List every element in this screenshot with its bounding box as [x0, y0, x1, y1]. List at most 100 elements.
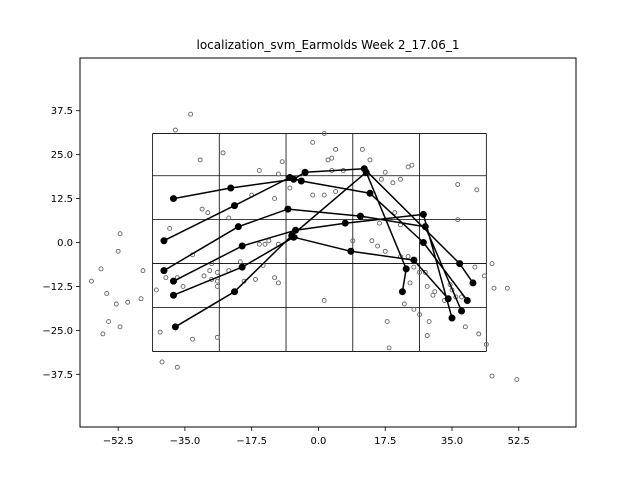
scatter-point [369, 238, 375, 244]
y-tick-label: 12.5 [51, 194, 73, 205]
scatter-point [163, 275, 169, 281]
scatter-point [377, 220, 382, 226]
scatter-point [483, 341, 489, 347]
scatter-point [491, 285, 497, 291]
scatter-point [272, 196, 278, 202]
series-marker [238, 242, 246, 250]
scatter-point [375, 243, 381, 249]
scatter-point [287, 185, 293, 191]
scatter-point [279, 159, 285, 165]
scatter-point [88, 278, 94, 284]
scatter-point [321, 192, 327, 198]
scatter-point [405, 164, 411, 170]
scatter-point [140, 268, 146, 274]
scatter-point [462, 324, 468, 330]
scatter-point [190, 336, 196, 342]
scatter-point [262, 241, 268, 247]
series-marker [169, 195, 177, 203]
series-marker [456, 260, 464, 268]
series-marker [419, 239, 427, 246]
scatter-point [106, 319, 112, 325]
series-marker [231, 288, 239, 296]
scatter-point [514, 377, 520, 383]
scatter-point [138, 296, 144, 302]
scatter-point [214, 283, 220, 289]
scatter-point [398, 176, 403, 182]
y-tick-label: 0.0 [57, 238, 73, 249]
scatter-point [310, 192, 316, 198]
scatter-point [417, 269, 423, 275]
series-marker [402, 265, 410, 273]
series-line [173, 213, 453, 319]
series-marker [356, 212, 364, 220]
series-line [175, 171, 407, 328]
series-marker [419, 210, 427, 218]
scatter-point [329, 155, 335, 161]
x-tick-label: −52.5 [103, 436, 134, 447]
scatter-point [272, 275, 278, 281]
scatter-point [117, 324, 123, 330]
series-marker [398, 288, 406, 296]
x-tick-label: 17.5 [374, 436, 396, 447]
scatter-point [237, 259, 243, 265]
scatter-point [409, 162, 415, 168]
y-tick-label: 37.5 [51, 106, 73, 117]
y-tick-label: −25.0 [42, 326, 73, 337]
scatter-point [489, 261, 495, 267]
series-marker [448, 314, 456, 322]
series-marker [292, 226, 300, 234]
series-marker [234, 223, 242, 231]
scatter-point [333, 146, 339, 152]
scatter-point [367, 157, 373, 163]
scatter-point [188, 111, 194, 117]
scatter-point [382, 248, 388, 254]
series-marker [297, 177, 305, 185]
series-marker [231, 202, 239, 210]
scatter-point [392, 210, 398, 216]
scatter-point [197, 157, 203, 163]
scatter-point [205, 210, 211, 216]
scatter-points [88, 111, 520, 383]
scatter-point [333, 189, 339, 194]
y-tick-label: −12.5 [42, 282, 73, 293]
scatter-point [411, 306, 417, 312]
scatter-point [98, 266, 104, 272]
y-tick-label: −37.5 [42, 370, 73, 381]
scatter-point [117, 231, 123, 237]
series-marker [169, 291, 177, 299]
scatter-point [359, 146, 365, 152]
series-line [173, 236, 449, 300]
scatter-point [325, 157, 331, 163]
scatter-point [426, 319, 432, 325]
scatter-point [459, 294, 464, 300]
scatter-point [481, 273, 487, 279]
series-marker [341, 219, 349, 227]
scatter-point [321, 131, 327, 137]
scatter-point [113, 301, 119, 307]
x-tick-label: −17.5 [236, 436, 267, 447]
scatter-point [207, 268, 213, 274]
x-tick-label: −35.0 [170, 436, 201, 447]
scatter-point [310, 139, 316, 145]
scatter-point [167, 225, 173, 231]
scatter-point [214, 269, 220, 275]
series-marker [347, 247, 355, 255]
series-marker [410, 256, 418, 264]
scatter-point [256, 168, 262, 173]
series-markers [160, 165, 477, 331]
series-marker [169, 277, 177, 285]
scatter-point [214, 278, 220, 284]
scatter-point [104, 291, 110, 296]
scatter-point [159, 359, 165, 365]
scatter-point [390, 180, 396, 186]
scatter-point [382, 169, 388, 175]
scatter-point [407, 280, 413, 286]
series-marker [286, 173, 294, 181]
scatter-point [115, 248, 121, 254]
scatter-point [417, 312, 423, 317]
series-marker [238, 263, 246, 271]
series-marker [227, 184, 235, 192]
scatter-point [125, 299, 131, 305]
x-axis: −52.5 −35.0 −17.5 0.0 17.5 35.0 52.5 [103, 427, 530, 447]
